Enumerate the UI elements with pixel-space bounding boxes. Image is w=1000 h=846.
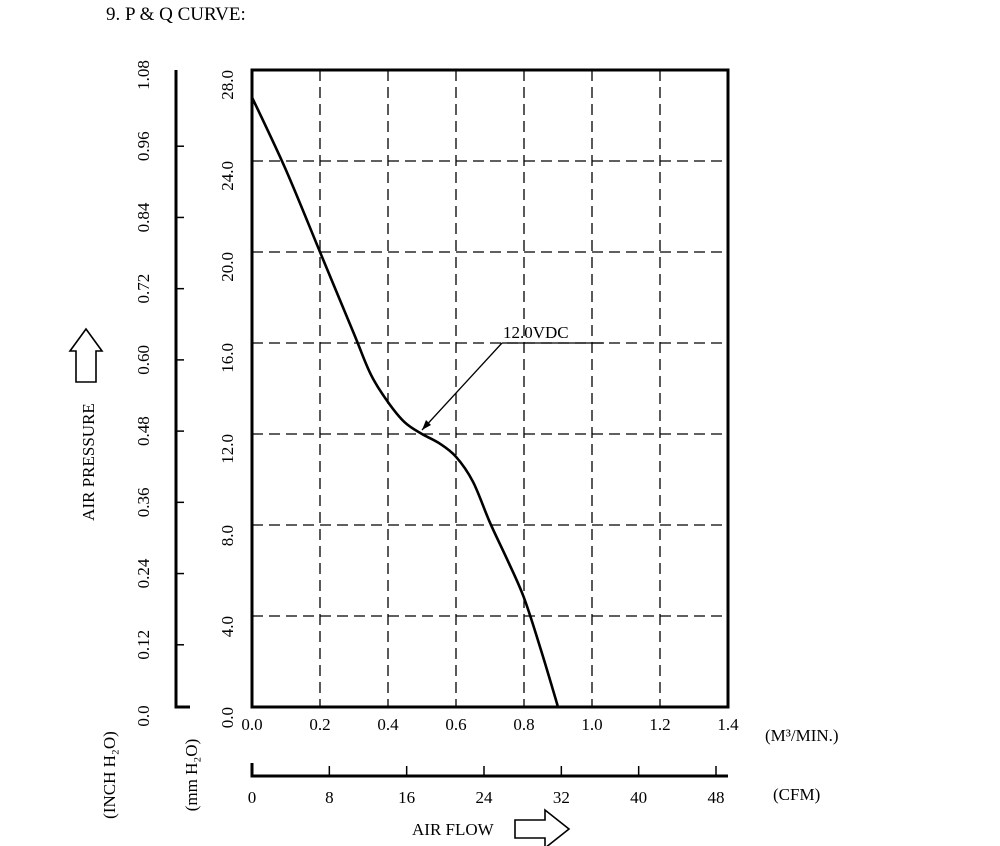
x-tick-label-cfm: 16: [398, 788, 415, 807]
y-tick-label-inch: 0.72: [134, 274, 153, 304]
x-tick-label-cfm: 8: [325, 788, 334, 807]
y-tick-label-mm: 8.0: [218, 525, 237, 546]
y-unit-inch: (INCH H₂O): [100, 731, 119, 819]
x-tick-label-cfm: 0: [248, 788, 257, 807]
x-tick-label-m3: 0.2: [309, 715, 330, 734]
y-ticks-inch: 0.0 0.12 0.24 0.36 0.48 0.60 0.72 0.84 0.96 1.08: [134, 60, 184, 727]
right-arrow-icon: [514, 808, 571, 846]
y-tick-label-inch: 1.08: [134, 60, 153, 90]
annotation-arrowhead: [422, 420, 431, 430]
y-tick-label-mm: 4.0: [218, 616, 237, 637]
y-tick-label-mm: 12.0: [218, 434, 237, 464]
y-tick-label-inch: 0.12: [134, 630, 153, 660]
chart-title: 9. P & Q CURVE:: [106, 4, 246, 25]
y-tick-label-inch: 0.96: [134, 131, 153, 161]
series-layer: [250, 96, 560, 708]
x-tick-label-m3: 1.2: [649, 715, 670, 734]
up-arrow-icon: [68, 327, 104, 383]
x-tick-label-m3: 1.0: [581, 715, 602, 734]
y-tick-label-mm: 28.0: [218, 70, 237, 100]
y-tick-label-mm: 24.0: [218, 161, 237, 191]
y-tick-label-inch: 0.60: [134, 345, 153, 375]
x-ticks-m3: 0.0 0.2 0.4 0.6 0.8 1.0 1.2 1.4: [241, 715, 739, 734]
x-tick-label-m3: 0.8: [513, 715, 534, 734]
x-unit-m3: (M³/MIN.): [765, 726, 839, 745]
plot-frame: [250, 68, 730, 709]
y-tick-label-inch: 0.84: [134, 202, 153, 232]
y-tick-label-mm: 0.0: [218, 707, 237, 728]
y-ticks-mm: 0.0 4.0 8.0 12.0 16.0 20.0 24.0 28.0: [218, 70, 237, 728]
y-tick-label-mm: 16.0: [218, 343, 237, 373]
x-axis-title: AIR FLOW: [412, 820, 495, 839]
x-unit-cfm: (CFM): [773, 785, 820, 804]
y-tick-label-mm: 20.0: [218, 252, 237, 282]
x-ticks-cfm: 0 8 16 24 32 40 48: [248, 766, 725, 807]
y-axis-title: AIR PRESSURE: [79, 403, 98, 521]
series-line-12vdc: [250, 96, 560, 708]
x-tick-label-cfm: 48: [708, 788, 725, 807]
x-tick-label-m3: 0.0: [241, 715, 262, 734]
x-tick-label-m3: 1.4: [717, 715, 739, 734]
y-unit-mm: (mm H₂O): [182, 739, 201, 812]
y-tick-label-inch: 0.48: [134, 416, 153, 446]
annotation-label: 12.0VDC: [503, 323, 569, 342]
grid-lines: [252, 70, 728, 707]
y-tick-label-inch: 0.0: [134, 705, 153, 726]
x-tick-label-cfm: 24: [476, 788, 494, 807]
y-tick-label-inch: 0.36: [134, 487, 153, 517]
x-tick-label-cfm: 32: [553, 788, 570, 807]
annotation-leader: [421, 342, 503, 431]
x-tick-label-m3: 0.6: [445, 715, 466, 734]
y-tick-label-inch: 0.24: [134, 558, 153, 588]
x-tick-label-m3: 0.4: [377, 715, 399, 734]
x-tick-label-cfm: 40: [630, 788, 647, 807]
